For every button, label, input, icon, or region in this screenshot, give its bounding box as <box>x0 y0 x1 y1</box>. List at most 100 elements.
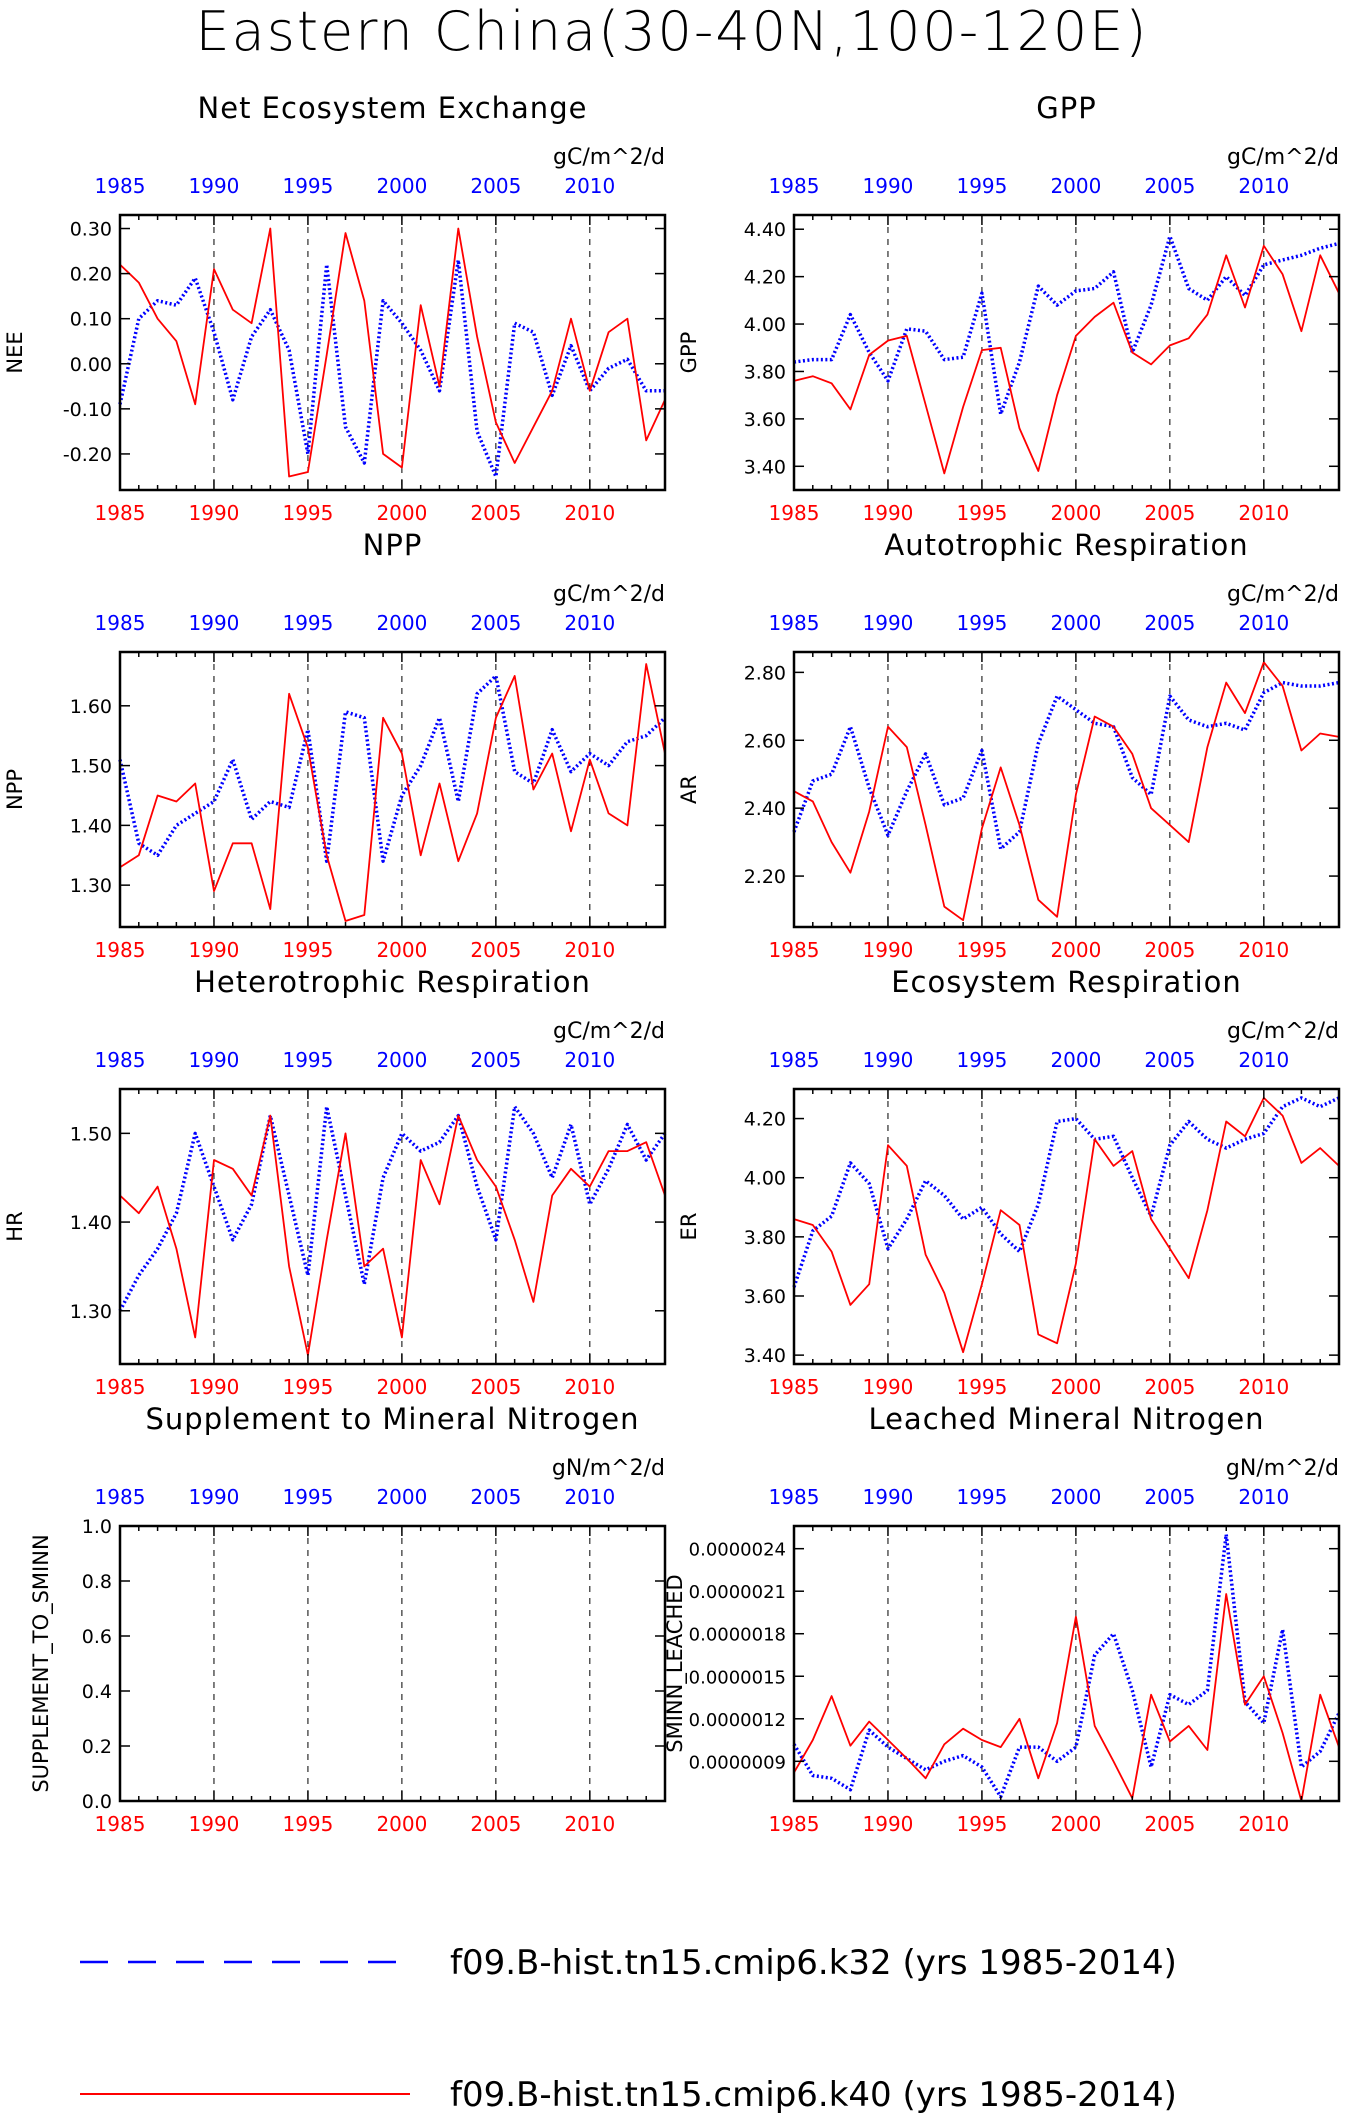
figure-title: Eastern China(30-40N,100-120E) <box>196 0 1149 63</box>
y-tick-label: 0.00 <box>70 354 112 376</box>
series-line-k40 <box>119 227 666 478</box>
x-tick-label-top: 2005 <box>1144 174 1195 198</box>
panel-hr: Heterotrophic Respiration gC/m^2/d 1985 198… <box>3 965 667 1399</box>
x-tick-label-top: 2010 <box>1238 1485 1289 1509</box>
x-tick-label-bottom: 2005 <box>470 1812 521 1836</box>
series-line-k40 <box>793 1593 1340 1802</box>
plot-frame <box>118 1087 667 1366</box>
x-tick-label-top: 1990 <box>189 1048 240 1072</box>
x-tick-label-bottom: 2005 <box>1144 938 1195 962</box>
x-tick-label-top: 1985 <box>95 1048 146 1072</box>
y-tick-label: 0.0 <box>82 1791 112 1813</box>
y-tick-label: 4.00 <box>744 1168 786 1190</box>
x-tick-label-bottom: 2010 <box>564 501 615 525</box>
y-tick-label: 4.20 <box>744 267 786 289</box>
x-tick-label-top: 2010 <box>1238 611 1289 635</box>
y-tick-label: 0.2 <box>82 1736 112 1758</box>
y-tick-label: 0.0000012 <box>689 1710 786 1731</box>
panel-title: Leached Mineral Nitrogen <box>868 1402 1264 1436</box>
x-tick-label-top: 1985 <box>95 1485 146 1509</box>
y-tick-label: 1.40 <box>70 815 112 837</box>
x-tick-label-bottom: 1995 <box>282 1375 333 1399</box>
panel-units: gC/m^2/d <box>1227 1019 1339 1044</box>
y-tick-label: 1.40 <box>70 1212 112 1234</box>
x-tick-label-bottom: 1995 <box>956 1375 1007 1399</box>
x-tick-label-top: 1985 <box>769 1485 820 1509</box>
y-tick-label: 0.10 <box>70 309 112 331</box>
x-tick-label-bottom: 2000 <box>376 1812 427 1836</box>
x-tick-label-top: 2000 <box>376 174 427 198</box>
x-tick-label-bottom: 1995 <box>282 938 333 962</box>
x-tick-label-top: 1995 <box>282 1485 333 1509</box>
x-tick-label-top: 2005 <box>470 611 521 635</box>
x-tick-label-top: 2005 <box>1144 611 1195 635</box>
x-tick-label-top: 1995 <box>956 1485 1007 1509</box>
series-line-k32 <box>118 674 667 863</box>
panel-units: gC/m^2/d <box>1227 582 1339 607</box>
x-tick-label-bottom: 2000 <box>1050 1375 1101 1399</box>
x-tick-label-bottom: 2000 <box>1050 1812 1101 1836</box>
x-tick-label-bottom: 2000 <box>376 1375 427 1399</box>
panel-gpp: GPP gC/m^2/d 1985 1985 1990 1990 1995 1995 2000 2… <box>677 91 1341 525</box>
legend: f09.B-hist.tn15.cmip6.k32 (yrs 1985-2014… <box>80 1943 1177 2115</box>
x-tick-label-bottom: 1995 <box>956 501 1007 525</box>
x-tick-label-bottom: 2010 <box>1238 1375 1289 1399</box>
y-tick-label: 2.40 <box>744 798 786 820</box>
x-tick-label-bottom: 1990 <box>189 938 240 962</box>
y-tick-label: 3.80 <box>744 1227 786 1249</box>
x-tick-label-top: 1985 <box>95 174 146 198</box>
x-tick-label-bottom: 2010 <box>1238 501 1289 525</box>
x-tick-label-bottom: 2005 <box>470 938 521 962</box>
y-tick-label: 0.0000021 <box>689 1582 786 1603</box>
y-tick-label: 0.20 <box>70 264 112 286</box>
y-tick-label: 3.80 <box>744 361 786 383</box>
y-tick-label: 4.40 <box>744 219 786 241</box>
y-tick-label: 0.0000015 <box>689 1667 786 1688</box>
y-tick-label: -0.20 <box>63 444 112 466</box>
plot-frame <box>792 1524 1341 1803</box>
x-tick-label-top: 1985 <box>769 1048 820 1072</box>
x-tick-label-bottom: 2005 <box>470 1375 521 1399</box>
y-tick-label: 0.6 <box>82 1626 112 1648</box>
panel-units: gC/m^2/d <box>553 145 665 170</box>
x-tick-label-bottom: 2010 <box>564 1375 615 1399</box>
x-tick-label-bottom: 2000 <box>376 501 427 525</box>
x-tick-label-top: 2010 <box>564 611 615 635</box>
panel-units: gC/m^2/d <box>553 582 665 607</box>
x-tick-label-bottom: 2010 <box>1238 1812 1289 1836</box>
x-tick-label-bottom: 2005 <box>1144 501 1195 525</box>
x-tick-label-top: 1990 <box>189 174 240 198</box>
x-tick-label-bottom: 1990 <box>863 938 914 962</box>
x-tick-label-bottom: 1985 <box>95 1375 146 1399</box>
y-tick-label: 3.40 <box>744 456 786 478</box>
x-tick-label-bottom: 1995 <box>956 938 1007 962</box>
panel-ar: Autotrophic Respiration gC/m^2/d 1985 1985 1… <box>677 528 1341 962</box>
y-tick-label: 4.20 <box>744 1109 786 1131</box>
y-axis-label: NEE <box>3 331 27 373</box>
x-tick-label-top: 2005 <box>1144 1485 1195 1509</box>
series-line-k32 <box>118 1104 667 1312</box>
x-tick-label-bottom: 2005 <box>470 501 521 525</box>
x-tick-label-bottom: 1990 <box>189 1812 240 1836</box>
panel-nee: Net Ecosystem Exchange gC/m^2/d 1985 1985 19… <box>3 91 667 525</box>
x-tick-label-top: 1985 <box>95 611 146 635</box>
x-tick-label-bottom: 1985 <box>769 1375 820 1399</box>
x-tick-label-bottom: 1985 <box>95 938 146 962</box>
panel-title: Ecosystem Respiration <box>891 965 1242 999</box>
x-tick-label-top: 2000 <box>376 1485 427 1509</box>
x-tick-label-bottom: 1995 <box>282 501 333 525</box>
x-tick-label-bottom: 1985 <box>769 501 820 525</box>
x-tick-label-top: 2000 <box>376 611 427 635</box>
y-axis-label: SUPPLEMENT_TO_SMINN <box>29 1534 54 1792</box>
y-tick-label: 0.4 <box>82 1681 112 1703</box>
series-line-k40 <box>793 661 1340 922</box>
y-axis-label: SMINN_LEACHED <box>663 1574 688 1752</box>
x-tick-label-top: 1990 <box>863 611 914 635</box>
y-tick-label: 0.0000024 <box>689 1540 786 1561</box>
y-tick-label: 3.40 <box>744 1345 786 1367</box>
x-tick-label-top: 2000 <box>1050 611 1101 635</box>
plot-frame <box>118 1524 667 1803</box>
x-tick-label-top: 1995 <box>956 611 1007 635</box>
x-tick-label-bottom: 1985 <box>95 501 146 525</box>
x-tick-label-bottom: 1985 <box>95 1812 146 1836</box>
